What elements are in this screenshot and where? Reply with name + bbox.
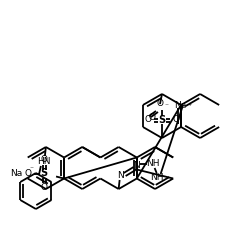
Text: HN: HN [37, 156, 51, 165]
Text: NH: NH [146, 159, 159, 167]
Text: Na: Na [10, 169, 22, 178]
Text: O: O [25, 169, 32, 178]
Text: O: O [41, 183, 48, 192]
Text: ⁻: ⁻ [164, 102, 168, 111]
Text: N: N [117, 171, 124, 180]
Text: O: O [145, 115, 151, 124]
Text: N: N [133, 161, 140, 170]
Text: S: S [158, 115, 165, 125]
Text: S: S [41, 169, 48, 179]
Text: O: O [148, 113, 156, 122]
Text: ⁺: ⁺ [187, 102, 191, 111]
Text: NH: NH [150, 173, 163, 182]
Text: O: O [173, 115, 180, 124]
Text: O: O [156, 100, 164, 109]
Text: ⁻: ⁻ [29, 164, 33, 173]
Text: Na: Na [174, 102, 186, 111]
Text: O: O [41, 155, 48, 164]
